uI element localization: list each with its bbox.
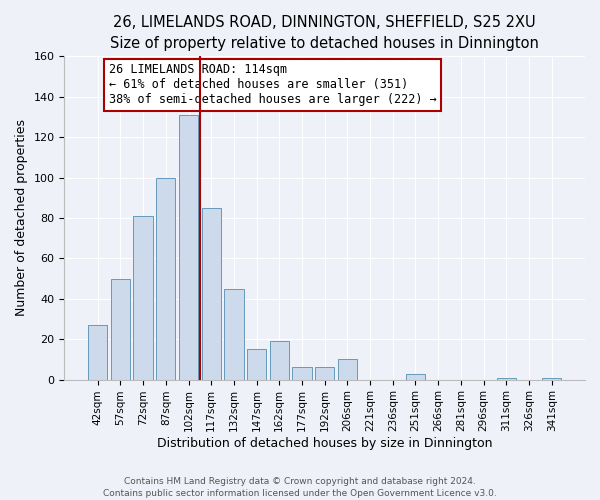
X-axis label: Distribution of detached houses by size in Dinnington: Distribution of detached houses by size …	[157, 437, 493, 450]
Bar	[179, 115, 198, 380]
Bar	[406, 374, 425, 380]
Bar	[338, 360, 357, 380]
Bar	[111, 278, 130, 380]
Bar	[269, 341, 289, 380]
Bar	[88, 325, 107, 380]
Bar	[292, 368, 311, 380]
Title: 26, LIMELANDS ROAD, DINNINGTON, SHEFFIELD, S25 2XU
Size of property relative to : 26, LIMELANDS ROAD, DINNINGTON, SHEFFIEL…	[110, 15, 539, 51]
Bar	[133, 216, 153, 380]
Bar	[315, 368, 334, 380]
Bar	[542, 378, 562, 380]
Bar	[156, 178, 175, 380]
Bar	[247, 350, 266, 380]
Text: 26 LIMELANDS ROAD: 114sqm
← 61% of detached houses are smaller (351)
38% of semi: 26 LIMELANDS ROAD: 114sqm ← 61% of detac…	[109, 64, 436, 106]
Bar	[497, 378, 516, 380]
Text: Contains HM Land Registry data © Crown copyright and database right 2024.
Contai: Contains HM Land Registry data © Crown c…	[103, 476, 497, 498]
Y-axis label: Number of detached properties: Number of detached properties	[15, 120, 28, 316]
Bar	[202, 208, 221, 380]
Bar	[224, 288, 244, 380]
